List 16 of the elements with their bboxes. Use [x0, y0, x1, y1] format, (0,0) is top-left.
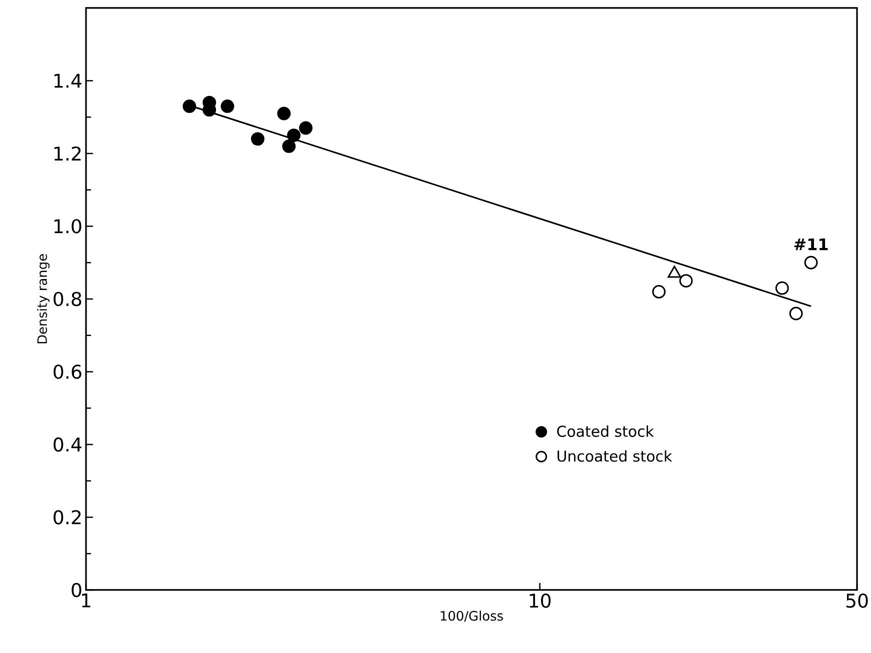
y-tick-label: 1.2: [54, 146, 81, 161]
x-tick-label: 10: [530, 594, 551, 608]
legend-label: Uncoated stock: [558, 450, 672, 462]
y-axis-title: Density range: [36, 254, 50, 344]
x-axis-title: 100/Gloss: [440, 610, 503, 622]
x-tick-label: 1: [82, 594, 90, 608]
y-tick-label: 0.4: [54, 437, 82, 452]
y-tick-label: 0: [72, 582, 82, 598]
legend-label: Coated stock: [557, 425, 654, 437]
x-tick-label: 50: [846, 594, 868, 608]
y-tick-label: 0.8: [54, 292, 82, 306]
annotation: #11: [794, 238, 828, 250]
y-tick-label: 1.4: [54, 74, 82, 88]
y-tick-label: 0.2: [54, 510, 81, 524]
y-tick-label: 0.6: [54, 364, 82, 379]
y-tick-label: 1.0: [54, 219, 82, 234]
